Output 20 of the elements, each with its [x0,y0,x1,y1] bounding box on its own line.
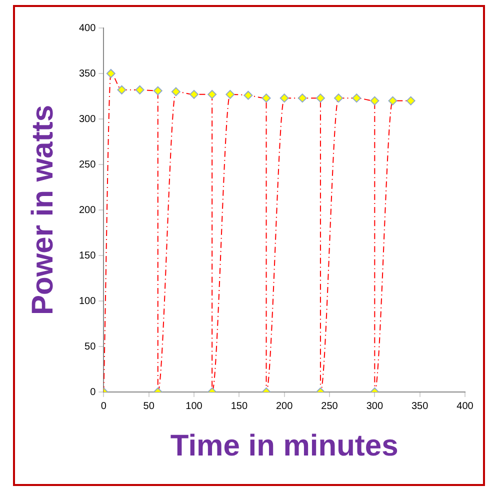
y-tick-label: 300 [78,114,96,125]
y-tick-label: 200 [78,204,96,216]
x-tick-label: 400 [456,400,474,412]
y-tick-label: 150 [78,250,96,262]
x-tick-label: 0 [100,400,107,412]
x-tick-label: 350 [411,400,429,412]
x-tick-label: 200 [276,400,294,412]
y-tick-label: 350 [78,68,96,80]
y-tick-label: 250 [78,159,96,170]
y-tick-label: 0 [90,386,96,398]
y-tick-label: 400 [78,22,96,34]
x-tick-label: 100 [186,400,203,412]
y-tick-label: 100 [78,296,96,307]
x-tick-label: 250 [321,400,338,412]
y-tick-label: 50 [84,341,96,352]
x-tick-label: 150 [230,400,248,412]
x-tick-label: 300 [366,400,384,412]
y-axis-title: Power in watts [26,104,60,316]
x-tick-label: 50 [143,400,155,412]
x-axis-title: Time in minutes [170,429,398,462]
